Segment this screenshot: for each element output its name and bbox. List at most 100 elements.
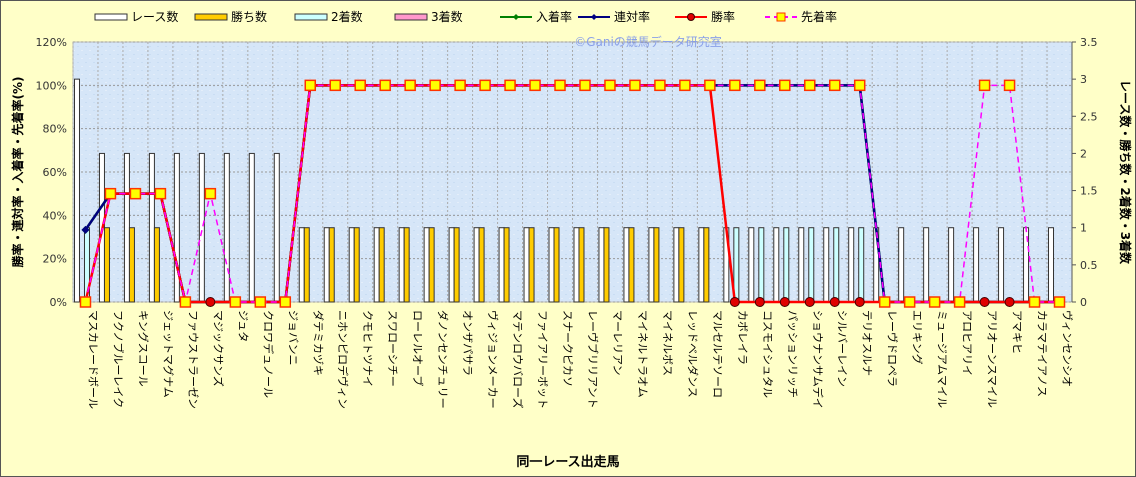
marker-先着率 bbox=[254, 296, 267, 308]
category-label: アリオーンスマイル bbox=[986, 310, 999, 408]
bar-勝ち数 bbox=[453, 227, 460, 303]
bar-レース数 bbox=[823, 227, 830, 303]
category-label: キングスコール bbox=[136, 310, 150, 387]
marker-先着率 bbox=[853, 79, 866, 92]
category-label: カラマテイアノス bbox=[1036, 310, 1049, 397]
bar-2着数 bbox=[808, 227, 815, 303]
right-axis-title: レース数・勝ち数・2着数・3着数 bbox=[1118, 80, 1133, 265]
category-label: ダノンセンチュリー bbox=[436, 310, 450, 409]
bar-レース数 bbox=[548, 227, 555, 303]
left-tick-label: 120% bbox=[36, 36, 67, 49]
marker-先着率 bbox=[454, 79, 466, 92]
marker-先着率 bbox=[878, 296, 891, 308]
bar-レース数 bbox=[123, 152, 130, 303]
marker-先着率 bbox=[828, 79, 841, 92]
marker-先着率 bbox=[754, 79, 766, 92]
bar-レース数 bbox=[573, 227, 580, 303]
marker-勝率 bbox=[205, 297, 216, 307]
watermark: ©Ganiの競馬データ研究室 bbox=[574, 34, 722, 49]
marker-先着率 bbox=[629, 79, 641, 92]
category-label: オンザパサラ bbox=[461, 310, 474, 376]
category-label: ファウストラーゼン bbox=[186, 310, 199, 409]
x-axis-title: 同一レース出走馬 bbox=[516, 454, 619, 470]
marker-先着率 bbox=[429, 79, 441, 92]
marker-先着率 bbox=[554, 79, 566, 92]
bar-レース数 bbox=[923, 227, 930, 303]
legend-item-2着数: 2着数 bbox=[294, 9, 363, 24]
right-tick-label: 2 bbox=[1080, 147, 1087, 160]
marker-先着率 bbox=[679, 79, 691, 92]
legend-label: 2着数 bbox=[331, 9, 363, 24]
category-label: マテンロウバローズ bbox=[511, 310, 525, 408]
bar-レース数 bbox=[398, 227, 405, 303]
category-label: アロヒアリイ bbox=[961, 310, 974, 376]
category-label: ローレルオーブ bbox=[411, 310, 425, 386]
right-tick-label: 0 bbox=[1080, 296, 1087, 309]
marker-先着率 bbox=[704, 79, 716, 92]
bar-レース数 bbox=[998, 227, 1005, 303]
bar-勝ち数 bbox=[503, 227, 510, 303]
legend-swatch bbox=[194, 13, 228, 21]
category-label: スワローシチー bbox=[386, 310, 399, 387]
left-tick-label: 100% bbox=[36, 79, 67, 92]
category-label: シルバーレイン bbox=[836, 310, 849, 387]
bar-勝ち数 bbox=[153, 227, 160, 303]
legend-label: レース数 bbox=[131, 9, 178, 24]
category-label: ジェットマグナム bbox=[161, 310, 175, 398]
legend-label: 勝ち数 bbox=[231, 9, 267, 24]
marker-勝率 bbox=[779, 297, 790, 307]
legend-label: 入着率 bbox=[536, 9, 572, 24]
bar-レース数 bbox=[273, 152, 280, 303]
bar-勝ち数 bbox=[603, 227, 610, 303]
line-先着率 bbox=[84, 84, 1060, 303]
category-label: パッションリッチ bbox=[786, 310, 799, 398]
bar-勝ち数 bbox=[678, 227, 685, 303]
bar-勝ち数 bbox=[703, 227, 710, 303]
marker-先着率 bbox=[229, 296, 242, 308]
category-label: マイネルトラオム bbox=[636, 310, 649, 398]
bar-series bbox=[73, 78, 1055, 303]
marker-勝率 bbox=[829, 297, 840, 307]
bar-勝ち数 bbox=[128, 227, 135, 303]
legend-marker bbox=[591, 14, 597, 20]
bar-レース数 bbox=[973, 227, 980, 303]
bar-レース数 bbox=[698, 227, 705, 303]
legend-label: 先着率 bbox=[801, 9, 837, 24]
left-tick-label: 60% bbox=[43, 166, 67, 179]
category-label: コスモイシュタル bbox=[761, 310, 774, 398]
bar-レース数 bbox=[748, 227, 755, 303]
right-tick-label: 2.5 bbox=[1080, 110, 1098, 123]
marker-先着率 bbox=[1028, 296, 1041, 308]
left-tick-label: 20% bbox=[43, 253, 67, 266]
marker-先着率 bbox=[804, 79, 816, 92]
left-tick-label: 80% bbox=[43, 123, 67, 136]
marker-先着率 bbox=[953, 296, 966, 308]
marker-先着率 bbox=[978, 79, 991, 92]
legend-marker bbox=[687, 13, 695, 21]
category-label: マーレリアン bbox=[611, 310, 624, 376]
bar-2着数 bbox=[833, 227, 840, 303]
marker-勝率 bbox=[754, 297, 765, 307]
marker-先着率 bbox=[379, 79, 391, 92]
category-label: ダテミカヅキ bbox=[311, 310, 325, 376]
legend-marker bbox=[513, 14, 519, 20]
marker-先着率 bbox=[1003, 79, 1016, 92]
legend-item-連対率: 連対率 bbox=[578, 9, 650, 24]
category-label: マジックサンズ bbox=[211, 310, 225, 387]
legend-item-先着率: 先着率 bbox=[765, 9, 837, 24]
legend: レース数 勝ち数 2着数 3着数 入着率 連対率 勝率 先着率 bbox=[94, 9, 837, 24]
bar-勝ち数 bbox=[478, 227, 485, 303]
right-tick-label: 1 bbox=[1080, 222, 1087, 235]
category-label: マスカレードボール bbox=[86, 310, 99, 409]
category-label: ミュージアムマイル bbox=[936, 310, 949, 408]
bar-勝ち数 bbox=[328, 227, 335, 303]
marker-先着率 bbox=[1053, 296, 1066, 308]
category-label: クロワデュノール bbox=[261, 310, 275, 398]
legend-label: 勝率 bbox=[711, 9, 735, 24]
marker-先着率 bbox=[654, 79, 666, 92]
marker-先着率 bbox=[129, 187, 142, 200]
marker-先着率 bbox=[779, 79, 791, 92]
bar-2着数 bbox=[858, 227, 865, 303]
bar-勝ち数 bbox=[103, 227, 110, 303]
marker-先着率 bbox=[329, 79, 341, 92]
